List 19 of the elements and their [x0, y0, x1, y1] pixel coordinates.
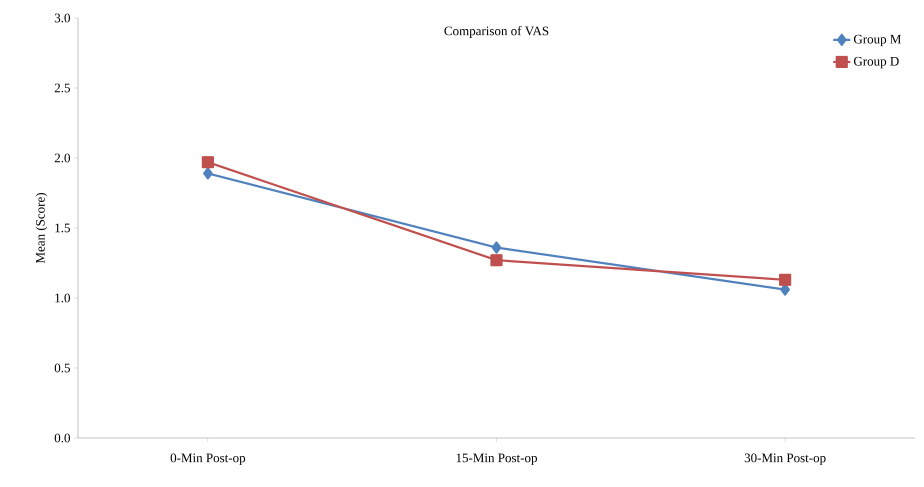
legend-label: Group D	[854, 56, 899, 68]
x-tick-label: 0-Min Post-op	[170, 454, 246, 465]
y-tick-label: 0.5	[54, 364, 70, 372]
x-tick-label: 15-Min Post-op	[456, 454, 537, 465]
text: Comparison of VAS	[444, 26, 548, 38]
y-tick-label: 3.0	[54, 14, 70, 22]
y-tick-label: 1.5	[55, 224, 70, 232]
point	[202, 156, 214, 168]
point	[490, 254, 503, 266]
y-tick-label: 2.0	[54, 154, 70, 162]
point	[492, 241, 502, 254]
legend-label: Group M	[854, 34, 902, 46]
point	[203, 167, 213, 180]
y-axis-title: Mean (Score)	[36, 193, 48, 264]
x-tick-label: 30-Min Post-op	[744, 454, 826, 465]
y-tick-label: 2.5	[54, 84, 70, 92]
y-tick-label: 0.0	[54, 434, 70, 442]
point	[779, 274, 792, 286]
y-tick-label: 1.0	[55, 294, 70, 302]
